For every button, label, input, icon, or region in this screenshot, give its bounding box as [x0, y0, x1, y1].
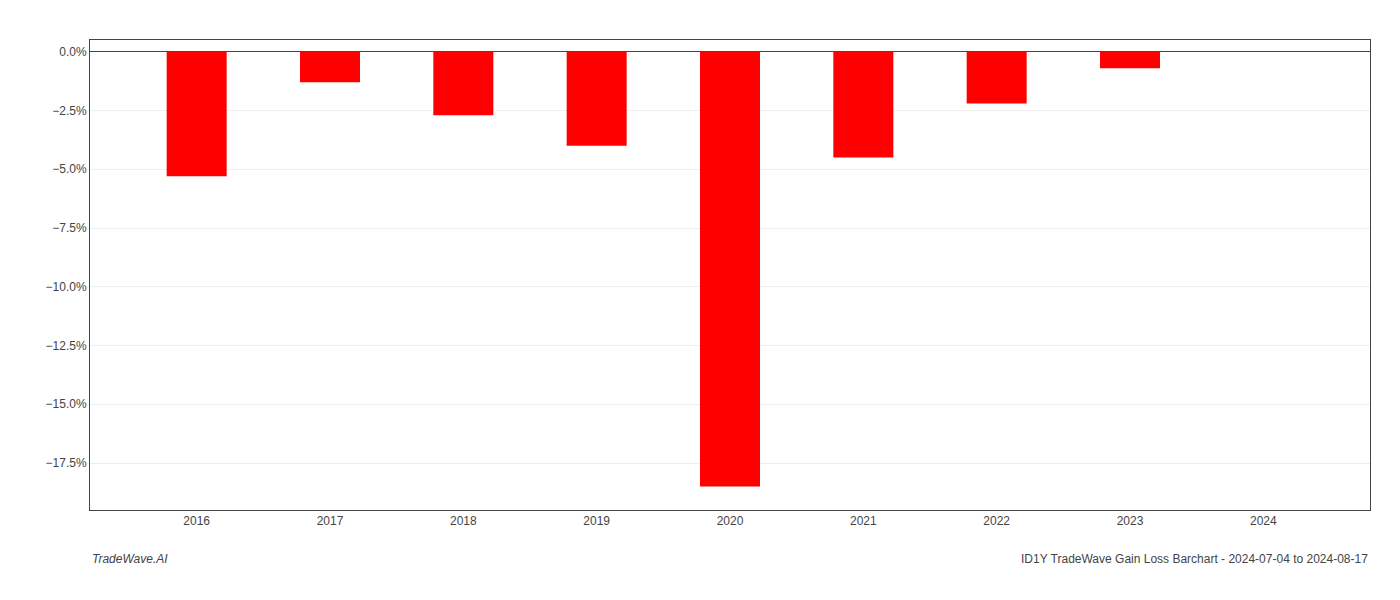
svg-text:2021: 2021 — [850, 514, 877, 528]
svg-text:2020: 2020 — [717, 514, 744, 528]
svg-text:2016: 2016 — [183, 514, 210, 528]
svg-text:−5.0%: −5.0% — [52, 162, 87, 176]
svg-text:2018: 2018 — [450, 514, 477, 528]
svg-text:2023: 2023 — [1117, 514, 1144, 528]
svg-text:−7.5%: −7.5% — [52, 221, 87, 235]
svg-text:−17.5%: −17.5% — [46, 456, 87, 470]
svg-text:−15.0%: −15.0% — [46, 397, 87, 411]
svg-text:−2.5%: −2.5% — [52, 104, 87, 118]
svg-text:2017: 2017 — [317, 514, 344, 528]
svg-text:2019: 2019 — [583, 514, 610, 528]
svg-text:2022: 2022 — [983, 514, 1010, 528]
svg-text:−12.5%: −12.5% — [46, 339, 87, 353]
svg-text:ID1Y TradeWave Gain Loss Barch: ID1Y TradeWave Gain Loss Barchart - 2024… — [1021, 552, 1368, 566]
svg-text:2024: 2024 — [1250, 514, 1277, 528]
svg-text:0.0%: 0.0% — [59, 45, 87, 59]
svg-text:TradeWave.AI: TradeWave.AI — [92, 552, 168, 566]
svg-text:−10.0%: −10.0% — [46, 280, 87, 294]
